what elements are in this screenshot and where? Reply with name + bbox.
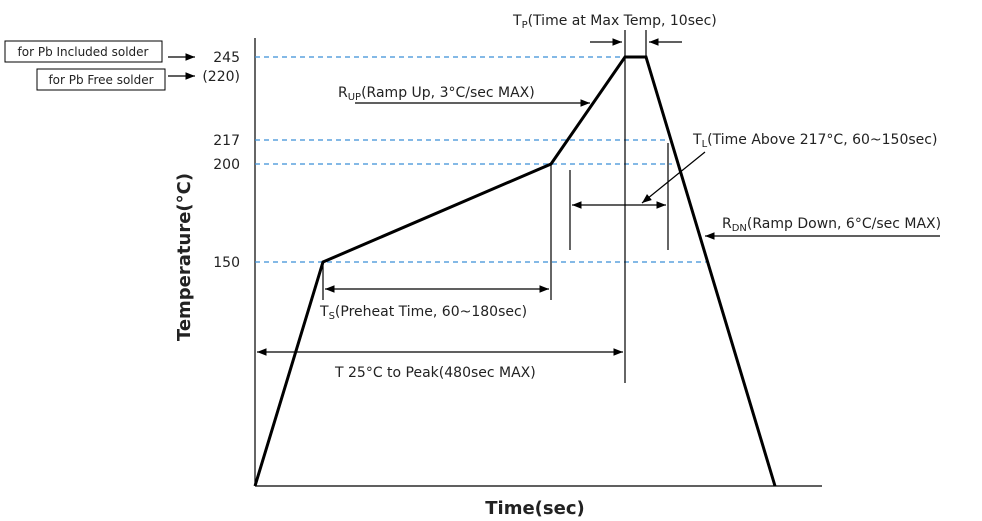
profile-curve (253, 55, 777, 487)
annotation: TP(Time at Max Temp, 10sec) (512, 13, 717, 31)
annotation: T 25°C to Peak(480sec MAX) (334, 365, 536, 381)
y-axis-title: Temperature(°C) (174, 173, 195, 341)
annotation: RDN(Ramp Down, 6°C/sec MAX) (722, 216, 941, 234)
solder-boxes: for Pb Included solder for Pb Free solde… (4, 40, 195, 91)
y-labels: 245 (220) 217 200 150 (202, 50, 240, 271)
y-label: (220) (202, 69, 240, 85)
ts-annotation: TS(Preheat Time, 60~180sec) (319, 164, 552, 322)
y-label: 217 (213, 133, 240, 149)
annotation: TL(Time Above 217°C, 60~150sec) (692, 132, 937, 150)
annotation: TS(Preheat Time, 60~180sec) (319, 304, 527, 322)
rdn-annotation: RDN(Ramp Down, 6°C/sec MAX) (705, 216, 941, 240)
reference-lines (255, 56, 706, 263)
tl-annotation: TL(Time Above 217°C, 60~150sec) (569, 132, 937, 250)
rup-annotation: RUP(Ramp Up, 3°C/sec MAX) (338, 85, 590, 107)
annotation: RUP(Ramp Up, 3°C/sec MAX) (338, 85, 535, 103)
t25-annotation: T 25°C to Peak(480sec MAX) (257, 348, 623, 381)
y-label: 200 (213, 157, 240, 173)
y-label: 245 (213, 50, 240, 66)
y-label: 150 (213, 255, 240, 271)
x-axis-title: Time(sec) (485, 498, 584, 519)
box-label: for Pb Included solder (18, 45, 149, 59)
box-label: for Pb Free solder (48, 73, 153, 87)
tp-annotation: TP(Time at Max Temp, 10sec) (512, 13, 717, 383)
